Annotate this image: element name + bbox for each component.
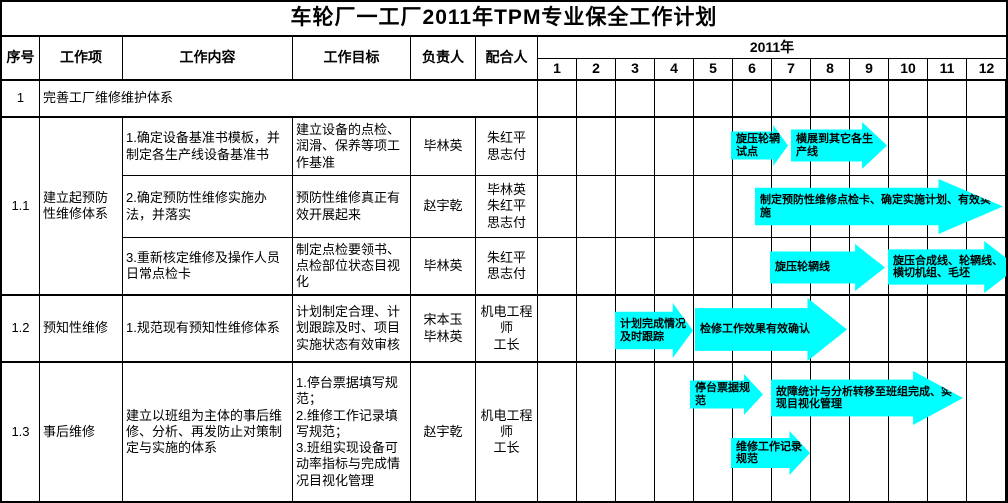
row-1-1a-goal: 建立设备的点检、润滑、保养等项工作基准 xyxy=(293,118,411,176)
gantt-arrow: 维修工作记录规范 xyxy=(731,431,810,475)
row-1-3-goal: 1.停台票据填写规范； 2.维修工作记录填写规范； 3.班组实现设备可动率指标与… xyxy=(293,363,411,501)
month-header-12: 12 xyxy=(967,59,1006,81)
col-header-goal: 工作目标 xyxy=(293,37,411,81)
row-1-1b-owner: 赵宇乾 xyxy=(411,176,476,238)
row-1-3-support: 机电工程师 工长 xyxy=(476,363,538,501)
row-1-1b-goal: 预防性维修真正有效开展起来 xyxy=(293,176,411,238)
row-1-text: 完善工厂维修维护体系 xyxy=(40,81,538,118)
gantt-row-1-3: 停台票据规范 故障统计与分析转移至班组完成、实现目视化管理 维修工作记录规范 xyxy=(538,363,1006,501)
row-1-1c-support: 朱红平 思志付 xyxy=(476,238,538,296)
row-1-2-item: 预知性维修 xyxy=(40,296,123,363)
col-header-year: 2011年 xyxy=(538,37,1006,59)
month-header-6: 6 xyxy=(733,59,772,81)
month-header-2: 2 xyxy=(577,59,616,81)
row-1-1a-content: 1.确定设备基准书模板，并制定各生产线设备基准书 xyxy=(123,118,293,176)
month-header-9: 9 xyxy=(850,59,889,81)
gantt-arrow: 检修工作效果有效确认 xyxy=(695,298,847,361)
page-title: 车轮厂一工厂2011年TPM专业保全工作计划 xyxy=(2,2,1006,37)
row-1-1-seq: 1.1 xyxy=(2,118,40,296)
col-header-seq: 序号 xyxy=(2,37,40,81)
row-1-1a-owner: 毕林英 xyxy=(411,118,476,176)
month-header-4: 4 xyxy=(655,59,694,81)
row-1-1c-goal: 制定点检要领书、点检部位状态目视化 xyxy=(293,238,411,296)
gantt-arrow: 旋压合成线、轮辋线、横切机组、毛坯 xyxy=(888,241,1006,293)
gantt-arrow: 故障统计与分析转移至班组完成、实现目视化管理 xyxy=(771,371,963,425)
gantt-arrow: 横展到其它各生产线 xyxy=(791,122,887,169)
col-header-item: 工作项 xyxy=(40,37,123,81)
row-1-3-content: 建立以班组为主体的事后维修、分析、再发防止对策制定与实施的体系 xyxy=(123,363,293,501)
row-1-2-support: 机电工程师 工长 xyxy=(476,296,538,363)
row-1-1-item: 建立起预防性维修体系 xyxy=(40,118,123,296)
row-1-2-content: 1.规范现有预知性维修体系 xyxy=(123,296,293,363)
gantt-row-1-1a: 旋压轮辋试点 横展到其它各生产线 xyxy=(538,118,1006,176)
gantt-row-1 xyxy=(538,81,1006,118)
row-1-3-item: 事后维修 xyxy=(40,363,123,501)
month-header-8: 8 xyxy=(811,59,850,81)
col-header-support: 配合人 xyxy=(476,37,538,81)
row-1-1a-support: 朱红平 思志付 xyxy=(476,118,538,176)
gantt-arrow: 制定预防性维修点检卡、确定实施计划、有效实施 xyxy=(755,179,1003,234)
row-1-3-owner: 赵宇乾 xyxy=(411,363,476,501)
gantt-arrow: 旋压轮辋线 xyxy=(770,244,885,291)
row-1-1b-support: 毕林英 朱红平 思志付 xyxy=(476,176,538,238)
gantt-row-1-2: 计划完成情况及时跟踪 检修工作效果有效确认 xyxy=(538,296,1006,363)
row-1-2-seq: 1.2 xyxy=(2,296,40,363)
gantt-arrow: 计划完成情况及时跟踪 xyxy=(615,303,693,358)
month-header-7: 7 xyxy=(772,59,811,81)
row-1-seq: 1 xyxy=(2,81,40,118)
month-header-10: 10 xyxy=(889,59,928,81)
row-1-2-goal: 计划制定合理、计划跟踪及时、项目实施状态有效审核 xyxy=(293,296,411,363)
gantt-arrow: 停台票据规范 xyxy=(690,374,763,415)
col-header-owner: 负责人 xyxy=(411,37,476,81)
row-1-2-owner: 宋本玉 毕林英 xyxy=(411,296,476,363)
month-header-3: 3 xyxy=(616,59,655,81)
month-header-5: 5 xyxy=(694,59,733,81)
row-1-1b-content: 2.确定预防性维修实施办法，并落实 xyxy=(123,176,293,238)
gantt-arrow: 旋压轮辋试点 xyxy=(731,125,788,166)
gantt-row-1-1b: 制定预防性维修点检卡、确定实施计划、有效实施 xyxy=(538,176,1006,238)
row-1-3-seq: 1.3 xyxy=(2,363,40,501)
gantt-row-1-1c: 旋压轮辋线 旋压合成线、轮辋线、横切机组、毛坯 xyxy=(538,238,1006,296)
row-1-1c-content: 3.重新核定维修及操作人员日常点检卡 xyxy=(123,238,293,296)
row-1-1c-owner: 毕林英 xyxy=(411,238,476,296)
month-header-1: 1 xyxy=(538,59,577,81)
month-header-11: 11 xyxy=(928,59,967,81)
col-header-content: 工作内容 xyxy=(123,37,293,81)
